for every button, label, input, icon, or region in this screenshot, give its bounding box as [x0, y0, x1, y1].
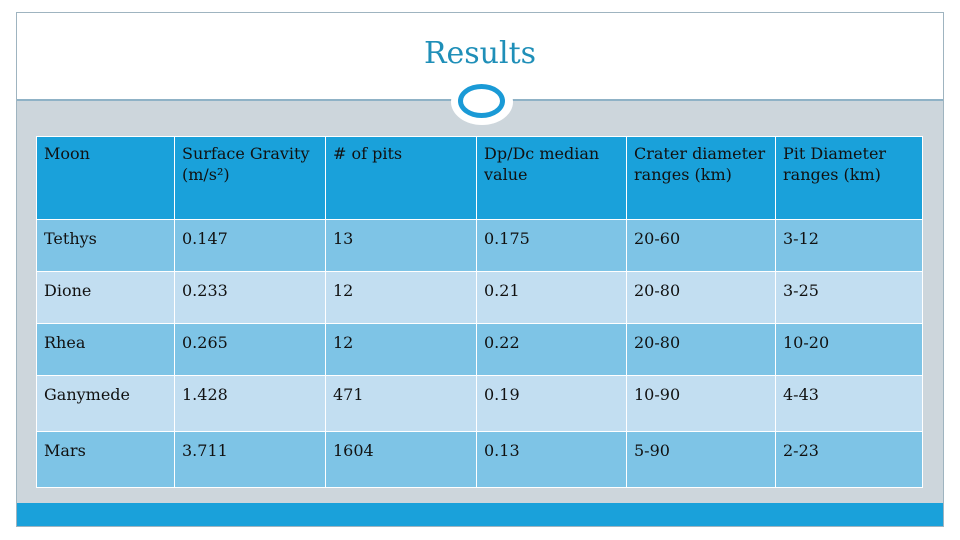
- cell-gravity: 1.428: [174, 375, 326, 432]
- cell-dp-dc: 0.22: [476, 323, 627, 376]
- cell-crater-range: 20-80: [626, 323, 776, 376]
- cell-moon: Tethys: [36, 219, 175, 272]
- cell-crater-range: 10-90: [626, 375, 776, 432]
- header-moon: Moon: [36, 136, 175, 220]
- cell-crater-range: 20-60: [626, 219, 776, 272]
- header-pit-diameter: Pit Diameter ranges (km): [775, 136, 923, 220]
- cell-dp-dc: 0.13: [476, 431, 627, 488]
- cell-pit-range: 2-23: [775, 431, 923, 488]
- table-row: Ganymede 1.428 471 0.19 10-90 4-43: [36, 375, 923, 432]
- header-pit-count: # of pits: [325, 136, 477, 220]
- cell-pit-range: 10-20: [775, 323, 923, 376]
- table-row: Dione 0.233 12 0.21 20-80 3-25: [36, 271, 923, 324]
- cell-pits: 12: [325, 271, 477, 324]
- cell-dp-dc: 0.19: [476, 375, 627, 432]
- cell-moon: Dione: [36, 271, 175, 324]
- results-table: Moon Surface Gravity (m/s²) # of pits Dp…: [36, 136, 923, 488]
- cell-pits: 1604: [325, 431, 477, 488]
- table-row: Mars 3.711 1604 0.13 5-90 2-23: [36, 431, 923, 488]
- slide-title: Results: [423, 36, 537, 71]
- cell-dp-dc: 0.175: [476, 219, 627, 272]
- cell-moon: Ganymede: [36, 375, 175, 432]
- cell-crater-range: 5-90: [626, 431, 776, 488]
- cell-pits: 12: [325, 323, 477, 376]
- table-row: Tethys 0.147 13 0.175 20-60 3-12: [36, 219, 923, 272]
- cell-pits: 13: [325, 219, 477, 272]
- cell-dp-dc: 0.21: [476, 271, 627, 324]
- table-row: Rhea 0.265 12 0.22 20-80 10-20: [36, 323, 923, 376]
- cell-gravity: 3.711: [174, 431, 326, 488]
- cell-moon: Mars: [36, 431, 175, 488]
- cell-pits: 471: [325, 375, 477, 432]
- ring-ornament-icon: [458, 84, 505, 118]
- table-header-row: Moon Surface Gravity (m/s²) # of pits Dp…: [36, 136, 923, 220]
- cell-gravity: 0.147: [174, 219, 326, 272]
- cell-pit-range: 4-43: [775, 375, 923, 432]
- cell-gravity: 0.233: [174, 271, 326, 324]
- cell-moon: Rhea: [36, 323, 175, 376]
- header-crater-diameter: Crater diameter ranges (km): [626, 136, 776, 220]
- header-dp-dc-median: Dp/Dc median value: [476, 136, 627, 220]
- footer-bar: [17, 503, 943, 526]
- cell-crater-range: 20-80: [626, 271, 776, 324]
- header-surface-gravity: Surface Gravity (m/s²): [174, 136, 326, 220]
- cell-gravity: 0.265: [174, 323, 326, 376]
- cell-pit-range: 3-12: [775, 219, 923, 272]
- cell-pit-range: 3-25: [775, 271, 923, 324]
